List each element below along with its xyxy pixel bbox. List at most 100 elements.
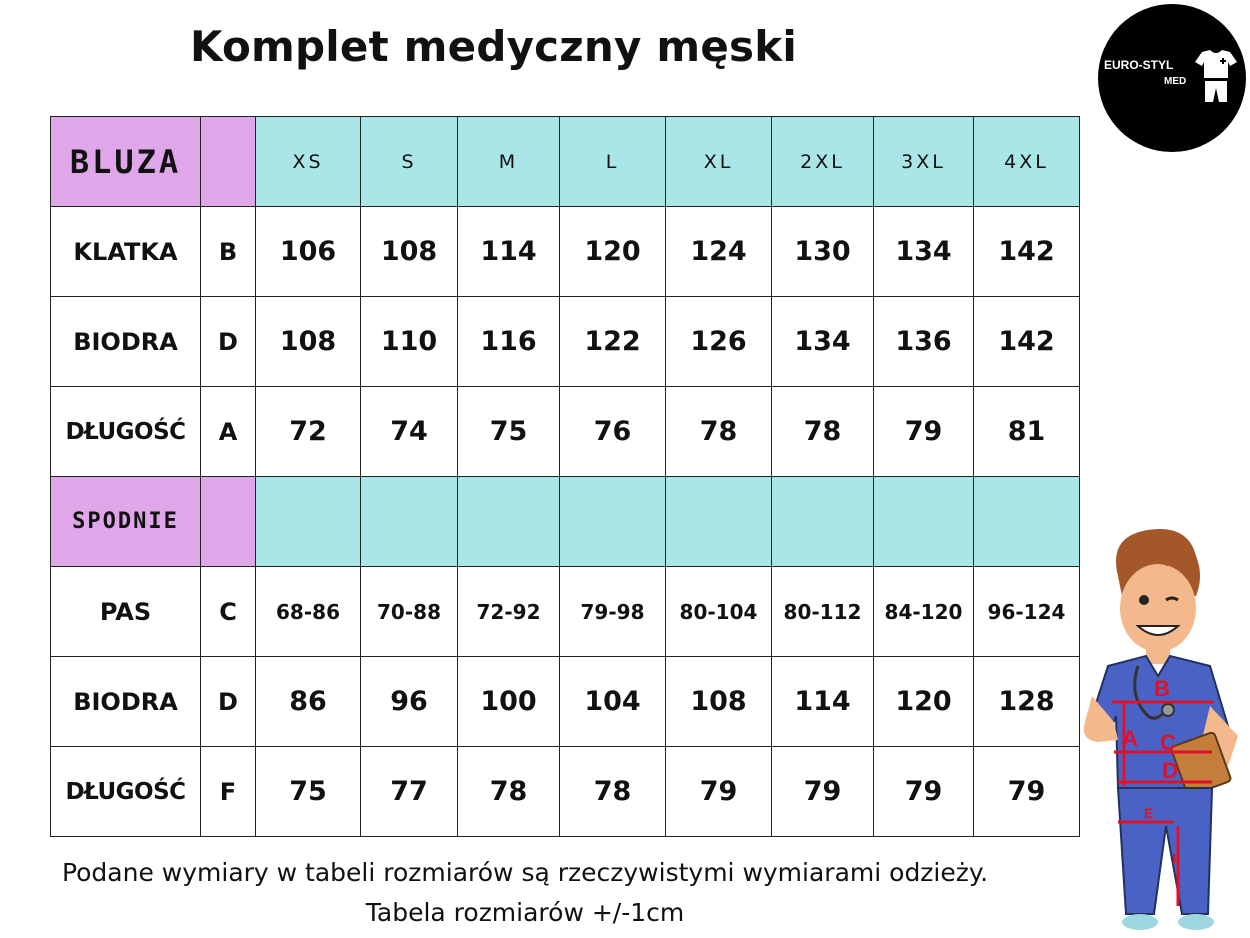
table-row: KLATKA B 106 108 114 120 124 130 134 142: [50, 206, 1080, 297]
brand-logo: EURO-STYL MED: [1098, 4, 1246, 152]
page-title: Komplet medyczny męski: [190, 22, 797, 71]
table-cell: 74: [360, 386, 458, 477]
header-spacer: [559, 476, 666, 567]
table-cell: 79: [973, 746, 1080, 837]
table-cell: 108: [665, 656, 772, 747]
size-header: L: [559, 116, 666, 207]
scrubs-icon: [1195, 50, 1237, 102]
table-cell: 120: [873, 656, 974, 747]
doctor-illustration: B A C D E F: [1083, 529, 1238, 930]
size-header: XS: [255, 116, 361, 207]
table-cell: 108: [255, 296, 361, 387]
row-label: PAS: [50, 566, 201, 657]
footer-tolerance: Tabela rozmiarów +/-1cm: [365, 898, 685, 927]
table-cell: 86: [255, 656, 361, 747]
table-cell: 79: [665, 746, 772, 837]
table-cell: 100: [457, 656, 560, 747]
size-header: S: [360, 116, 458, 207]
measure-label: F: [1172, 851, 1181, 867]
header-spacer: [200, 116, 256, 207]
table-row: DŁUGOŚĆ F 75 77 78 78 79 79 79 79: [50, 746, 1080, 837]
table-cell: 79: [771, 746, 874, 837]
measure-label: C: [1160, 730, 1176, 755]
table-cell: 79: [873, 386, 974, 477]
row-label: DŁUGOŚĆ: [50, 746, 201, 837]
table-cell: 79-98: [559, 566, 666, 657]
row-code: A: [200, 386, 256, 477]
row-label: DŁUGOŚĆ: [50, 386, 201, 477]
footer-note: Podane wymiary w tabeli rozmiarów są rze…: [61, 858, 989, 887]
row-label: BIODRA: [50, 296, 201, 387]
table-cell: 142: [973, 296, 1080, 387]
size-header: 3XL: [873, 116, 974, 207]
header-spacer: [873, 476, 974, 567]
header-spacer: [973, 476, 1080, 567]
table-cell: 77: [360, 746, 458, 837]
row-label: KLATKA: [50, 206, 201, 297]
table-cell: 80-112: [771, 566, 874, 657]
header-spacer: [200, 476, 256, 567]
table-cell: 122: [559, 296, 666, 387]
table-cell: 116: [457, 296, 560, 387]
table-cell: 136: [873, 296, 974, 387]
table-cell: 108: [360, 206, 458, 297]
table-row: BIODRA D 86 96 100 104 108 114 120 128: [50, 656, 1080, 747]
table-cell: 72: [255, 386, 361, 477]
table-cell: 78: [559, 746, 666, 837]
logo-text: EURO-STYL: [1104, 58, 1174, 72]
measure-label: B: [1154, 676, 1170, 701]
section-label-spodnie: SPODNIE: [50, 476, 201, 567]
section-label-bluza: BLUZA: [50, 116, 201, 207]
table-cell: 114: [771, 656, 874, 747]
table-cell: 104: [559, 656, 666, 747]
table-cell: 114: [457, 206, 560, 297]
table-row: BIODRA D 108 110 116 122 126 134 136 142: [50, 296, 1080, 387]
table-cell: 68-86: [255, 566, 361, 657]
spodnie-header-row: SPODNIE: [50, 476, 1080, 567]
header-spacer: [771, 476, 874, 567]
table-cell: 78: [457, 746, 560, 837]
table-row: PAS C 68-86 70-88 72-92 79-98 80-104 80-…: [50, 566, 1080, 657]
logo-subtext: MED: [1164, 76, 1187, 87]
row-code: C: [200, 566, 256, 657]
table-cell: 142: [973, 206, 1080, 297]
table-row: DŁUGOŚĆ A 72 74 75 76 78 78 79 81: [50, 386, 1080, 477]
table-cell: 126: [665, 296, 772, 387]
bluza-header-row: BLUZA XS S M L XL 2XL 3XL 4XL: [50, 116, 1080, 207]
measure-label: E: [1144, 805, 1153, 821]
size-header: XL: [665, 116, 772, 207]
measure-label: D: [1162, 758, 1178, 783]
row-code: D: [200, 656, 256, 747]
header-spacer: [457, 476, 560, 567]
row-label: BIODRA: [50, 656, 201, 747]
header-spacer: [665, 476, 772, 567]
header-spacer: [360, 476, 458, 567]
row-code: D: [200, 296, 256, 387]
table-cell: 80-104: [665, 566, 772, 657]
table-cell: 106: [255, 206, 361, 297]
row-code: B: [200, 206, 256, 297]
table-cell: 79: [873, 746, 974, 837]
table-cell: 78: [665, 386, 772, 477]
table-cell: 72-92: [457, 566, 560, 657]
table-cell: 130: [771, 206, 874, 297]
table-cell: 134: [771, 296, 874, 387]
measure-label: A: [1122, 726, 1138, 751]
table-cell: 75: [255, 746, 361, 837]
table-cell: 76: [559, 386, 666, 477]
size-header: 2XL: [771, 116, 874, 207]
table-cell: 134: [873, 206, 974, 297]
table-cell: 128: [973, 656, 1080, 747]
table-cell: 81: [973, 386, 1080, 477]
table-cell: 75: [457, 386, 560, 477]
table-cell: 96-124: [973, 566, 1080, 657]
size-table: BLUZA XS S M L XL 2XL 3XL 4XL KLATKA B 1…: [50, 116, 1080, 837]
table-cell: 96: [360, 656, 458, 747]
table-cell: 124: [665, 206, 772, 297]
table-cell: 78: [771, 386, 874, 477]
table-cell: 84-120: [873, 566, 974, 657]
row-code: F: [200, 746, 256, 837]
table-cell: 70-88: [360, 566, 458, 657]
table-cell: 120: [559, 206, 666, 297]
table-cell: 110: [360, 296, 458, 387]
